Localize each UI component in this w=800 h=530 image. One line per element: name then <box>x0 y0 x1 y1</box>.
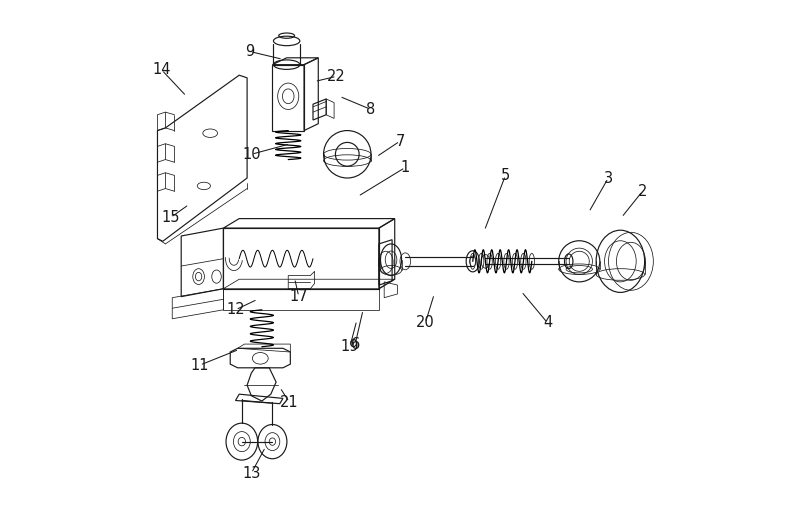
Text: 11: 11 <box>190 358 209 373</box>
Text: 2: 2 <box>638 184 647 199</box>
Text: 19: 19 <box>341 339 359 354</box>
Text: 14: 14 <box>153 63 171 77</box>
Text: 3: 3 <box>604 171 613 185</box>
Text: 8: 8 <box>366 102 376 117</box>
Text: 7: 7 <box>395 134 405 148</box>
Text: 20: 20 <box>416 315 434 331</box>
Text: 5: 5 <box>501 168 510 183</box>
Text: 6: 6 <box>350 337 360 351</box>
Text: 22: 22 <box>327 69 346 84</box>
Text: 12: 12 <box>226 302 245 317</box>
Text: 13: 13 <box>242 466 261 481</box>
Text: 9: 9 <box>245 44 254 59</box>
Text: 1: 1 <box>401 160 410 175</box>
Text: 15: 15 <box>162 210 180 225</box>
Text: 21: 21 <box>280 394 298 410</box>
Text: 17: 17 <box>290 289 308 304</box>
Text: 4: 4 <box>543 315 552 331</box>
Text: 10: 10 <box>242 147 261 162</box>
